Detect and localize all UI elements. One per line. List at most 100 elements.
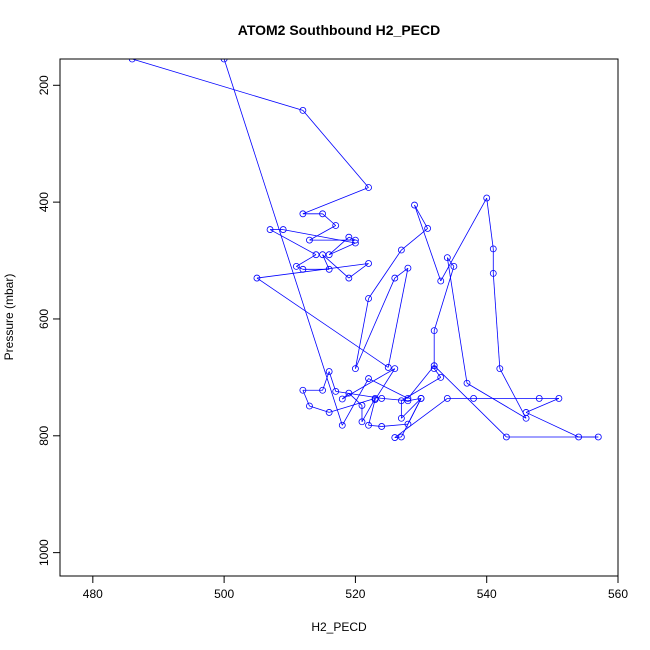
data-point (535, 395, 543, 402)
data-point (299, 107, 307, 114)
data-point (365, 421, 372, 429)
series-segment (368, 399, 376, 426)
series-segment (302, 187, 369, 215)
y-tick-label: 200 (37, 75, 51, 95)
data-point (378, 395, 386, 402)
series-segment (223, 59, 343, 426)
series-segment (256, 277, 389, 368)
data-point (345, 233, 353, 241)
series-segment (328, 236, 350, 255)
series-segment (414, 204, 428, 229)
chart-title: ATOM2 Southbound H2_PECD (238, 22, 440, 38)
series-segment (381, 398, 408, 402)
series-segment (466, 382, 527, 419)
data-point (365, 295, 372, 302)
data-point (332, 222, 340, 229)
x-tick-label: 540 (477, 587, 497, 601)
x-tick-label: 560 (608, 587, 628, 601)
x-tick-label: 520 (345, 587, 365, 601)
data-point (352, 365, 359, 373)
series-segment (302, 390, 310, 407)
y-axis-label: Pressure (mbar) (2, 274, 16, 361)
data-point (430, 327, 438, 335)
data-point (306, 236, 313, 244)
data-point (417, 395, 425, 402)
data-point (404, 264, 412, 272)
data-point (338, 395, 346, 403)
x-tick-label: 500 (214, 587, 234, 601)
series-segment (328, 371, 337, 392)
data-point (319, 210, 326, 218)
series-segment (394, 267, 409, 279)
data-point (279, 226, 287, 233)
series-segment (302, 110, 369, 188)
data-point (352, 239, 359, 247)
data-point (220, 59, 228, 63)
series-segment (492, 273, 501, 369)
data-point (522, 409, 530, 416)
series-segment (401, 228, 428, 251)
series-segment (309, 405, 330, 413)
data-point (325, 251, 333, 259)
data-point (594, 433, 602, 441)
data-point (371, 395, 379, 402)
y-tick-label: 600 (37, 309, 51, 329)
series-segment (374, 368, 396, 400)
series-segment (309, 225, 336, 241)
data-point (292, 262, 300, 270)
data-point (483, 194, 491, 202)
series-segment (525, 398, 560, 413)
series-segment (407, 365, 435, 399)
series-segment (283, 229, 356, 244)
series-segment (296, 254, 317, 267)
data-point (253, 274, 261, 282)
series-segment (328, 242, 356, 256)
data-point (312, 251, 320, 259)
series-segment (341, 378, 369, 426)
series-group (128, 59, 602, 441)
series-segment (446, 257, 468, 384)
data-point (470, 395, 477, 402)
series-segment (348, 236, 356, 241)
data-point (365, 260, 372, 267)
series-segment (355, 277, 396, 369)
y-tick-label: 800 (37, 425, 51, 445)
data-point (555, 395, 563, 402)
data-point (378, 423, 386, 430)
series-segment (368, 378, 409, 399)
series-segment (335, 391, 382, 399)
data-point (430, 365, 438, 373)
series-segment (401, 398, 422, 419)
data-point (345, 274, 353, 282)
series-segment (401, 377, 441, 402)
series-segment (342, 392, 350, 400)
data-point (404, 397, 412, 405)
series-segment (355, 298, 369, 369)
series-segment (296, 266, 304, 270)
data-point (443, 254, 451, 262)
y-tick-label: 1000 (37, 539, 51, 566)
data-point (502, 433, 510, 441)
x-axis-label: H2_PECD (311, 620, 367, 634)
data-point (397, 414, 405, 422)
data-point (489, 245, 497, 253)
series-segment (433, 365, 507, 438)
series-segment (269, 229, 317, 256)
plot-frame (59, 58, 619, 577)
plot-area (128, 59, 602, 441)
data-point (404, 420, 412, 428)
series-segment (499, 368, 527, 419)
data-point (325, 368, 333, 375)
data-point (404, 395, 412, 402)
series-segment (387, 268, 409, 368)
data-point (358, 418, 366, 426)
data-point (299, 265, 307, 273)
series-segment (132, 59, 304, 111)
data-point (437, 373, 445, 381)
series-segment (329, 398, 376, 413)
series-segment (433, 266, 455, 331)
x-tick-label: 480 (83, 587, 103, 601)
data-point (397, 397, 405, 405)
data-point (424, 225, 432, 232)
data-point (430, 362, 438, 370)
